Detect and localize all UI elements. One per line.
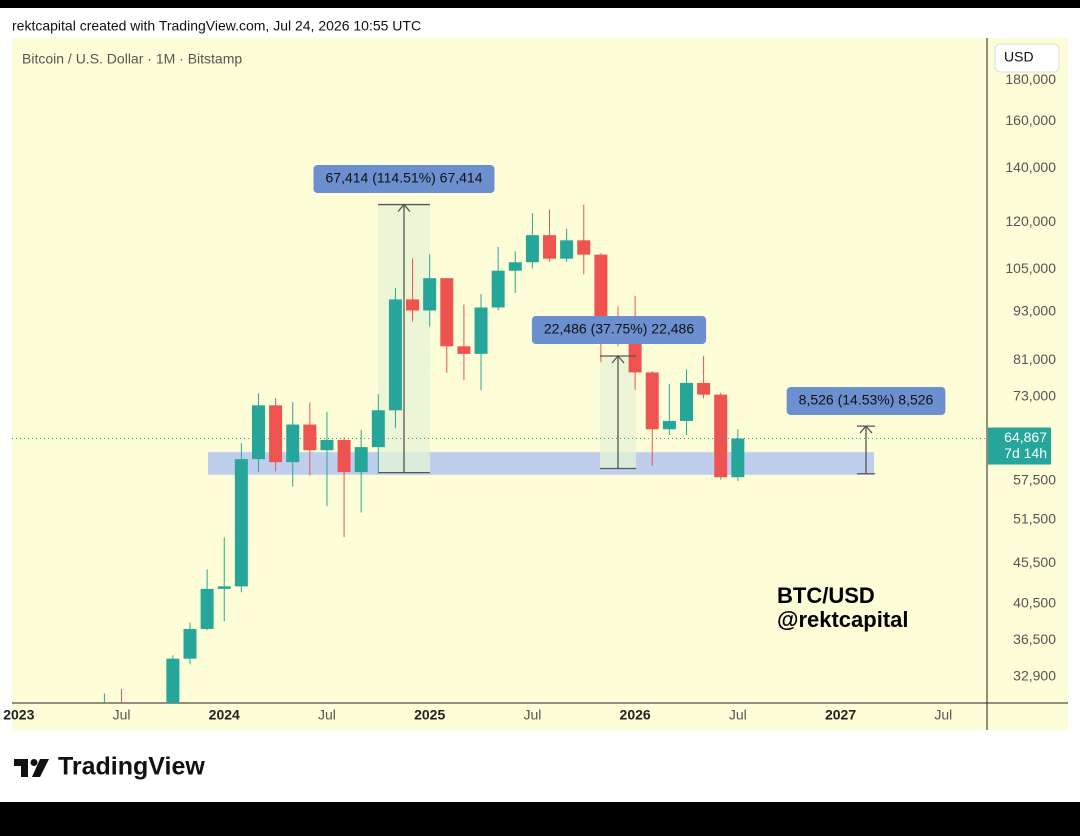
x-tick-label: 2025 xyxy=(414,707,445,723)
candle-body xyxy=(577,240,591,255)
brand-logo xyxy=(14,759,49,777)
x-tick-label: Jul xyxy=(729,707,747,723)
candle-body xyxy=(406,299,420,311)
candle-body xyxy=(525,235,539,263)
measure-label-box xyxy=(531,316,707,344)
bottom-bar xyxy=(0,802,1080,836)
candle-body xyxy=(371,410,385,448)
candle-body xyxy=(731,438,745,478)
y-tick-label: 160,000 xyxy=(1005,112,1056,128)
current-price-label: 64,867 xyxy=(1004,429,1047,445)
candle-body xyxy=(594,254,608,322)
y-tick-label: 45,500 xyxy=(1013,554,1056,570)
y-tick-label: 57,500 xyxy=(1013,472,1056,488)
watermark-line: BTC/USD xyxy=(777,583,875,608)
x-tick-label: 2023 xyxy=(3,707,34,723)
top-bar xyxy=(0,0,1080,8)
candle-body xyxy=(234,459,248,587)
chart-title: Bitcoin / U.S. Dollar · 1M · Bitstamp xyxy=(22,51,242,67)
y-tick-label: 140,000 xyxy=(1005,159,1056,175)
candle-body xyxy=(388,299,402,411)
candle-body xyxy=(166,658,180,703)
candle-body xyxy=(662,420,676,430)
candle-body xyxy=(508,262,522,271)
y-tick-label: 73,000 xyxy=(1013,388,1056,404)
candle-body xyxy=(457,346,471,354)
countdown: 7d 14h xyxy=(1004,445,1047,461)
candle-body xyxy=(337,439,351,473)
candle-body xyxy=(251,405,265,460)
candle-body xyxy=(423,278,437,311)
current-price-box xyxy=(988,427,1051,465)
candle-body xyxy=(491,270,505,308)
measure-label-box xyxy=(313,165,495,193)
candle-body xyxy=(474,307,488,354)
y-tick-label: 81,000 xyxy=(1013,351,1056,367)
candle-body xyxy=(679,382,693,421)
currency[interactable]: USD xyxy=(1004,49,1034,65)
brand[interactable]: TradingView xyxy=(58,753,205,781)
watermark-line: @rektcapital xyxy=(777,607,909,632)
candle-body xyxy=(200,588,214,629)
x-tick-label: 2024 xyxy=(209,707,240,723)
measure-label: 67,414 (114.51%) 67,414 xyxy=(326,170,483,186)
support-zone xyxy=(208,452,874,475)
candle-body xyxy=(217,586,231,589)
y-tick-label: 36,500 xyxy=(1013,631,1056,647)
measure-label-box xyxy=(786,387,946,415)
credit: rektcapital created with TradingView.com… xyxy=(12,18,421,34)
y-tick-label: 40,500 xyxy=(1013,595,1056,611)
arrow-head xyxy=(859,425,873,434)
candle-body xyxy=(183,628,197,659)
candle-body xyxy=(543,235,557,259)
measure-label: 22,486 (37.75%) 22,486 xyxy=(544,321,694,337)
arrow-head xyxy=(611,354,625,364)
arrow-head xyxy=(397,203,411,212)
candle-body xyxy=(697,382,711,395)
overlay: 67,414 (114.51%) 67,414 22,486 (37.75%) 2… xyxy=(12,165,1051,475)
y-tick-label: 180,000 xyxy=(1005,71,1056,87)
x-tick-label: Jul xyxy=(113,707,131,723)
y-tick-label: 32,900 xyxy=(1013,668,1056,684)
candle-body xyxy=(269,405,283,463)
x-tick-label: 2026 xyxy=(620,707,651,723)
candle-body xyxy=(714,394,728,478)
currency-box[interactable] xyxy=(994,43,1060,73)
candle-body xyxy=(303,424,317,451)
chart-background xyxy=(12,38,1068,730)
y-tick-label: 120,000 xyxy=(1005,213,1056,229)
x-tick-label: Jul xyxy=(934,707,952,723)
measure-label: 8,526 (14.53%) 8,526 xyxy=(799,392,934,408)
y-tick-label: 105,000 xyxy=(1005,260,1056,276)
candle-body xyxy=(286,424,300,463)
y-tick-label: 51,500 xyxy=(1013,510,1056,526)
x-tick-label: Jul xyxy=(318,707,336,723)
candle-body xyxy=(560,240,574,259)
candle-body xyxy=(320,439,334,451)
y-tick-label: 93,000 xyxy=(1013,303,1056,319)
candle-body xyxy=(645,372,659,430)
candle-body xyxy=(440,278,454,347)
x-tick-label: 2027 xyxy=(825,707,856,723)
candle-body xyxy=(354,447,368,473)
x-tick-label: Jul xyxy=(523,707,541,723)
